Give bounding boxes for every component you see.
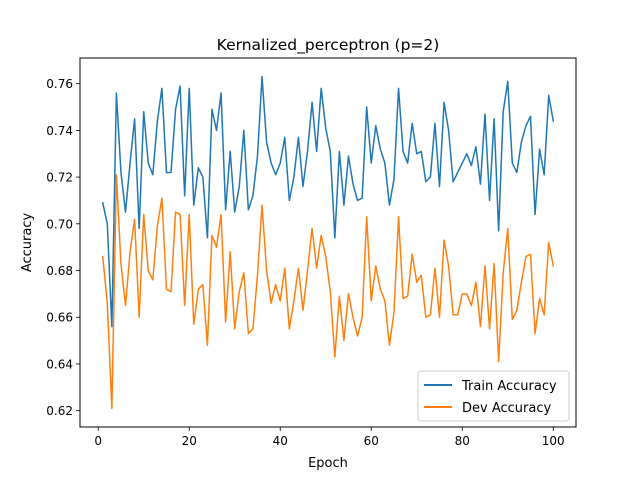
legend: Train Accuracy Dev Accuracy <box>417 370 570 422</box>
y-axis-label: Accuracy <box>20 213 35 273</box>
x-tick-label: 0 <box>94 434 102 448</box>
legend-box <box>417 370 570 422</box>
y-tick-label: 0.72 <box>46 171 73 185</box>
y-tick-label: 0.70 <box>46 217 73 231</box>
y-tick-label: 0.62 <box>46 404 73 418</box>
series-line-dev-accuracy <box>101 174 555 410</box>
plot-frame <box>79 57 577 428</box>
x-tick-label: 60 <box>364 434 379 448</box>
series-line-train-accuracy <box>101 75 555 328</box>
y-tick-label: 0.76 <box>46 77 73 91</box>
x-tick-label: 80 <box>455 434 470 448</box>
chart-title: Kernalized_perceptron (p=2) <box>217 36 440 55</box>
x-tick-label: 100 <box>542 434 565 448</box>
x-tick-label: 20 <box>182 434 197 448</box>
x-tick-label: 40 <box>273 434 288 448</box>
axes-layer: 0 20 40 60 80 100 0.62 0.64 0.66 0.68 0.70 0.72 0.74… <box>46 77 564 448</box>
legend-label-dev: Dev Accuracy <box>462 401 551 416</box>
series-layer <box>101 75 555 410</box>
x-axis-label: Epoch <box>308 456 348 471</box>
y-tick-label: 0.74 <box>46 124 73 138</box>
legend-label-train: Train Accuracy <box>461 379 557 394</box>
y-tick-label: 0.64 <box>46 357 73 371</box>
y-tick-label: 0.68 <box>46 264 73 278</box>
y-tick-label: 0.66 <box>46 311 73 325</box>
